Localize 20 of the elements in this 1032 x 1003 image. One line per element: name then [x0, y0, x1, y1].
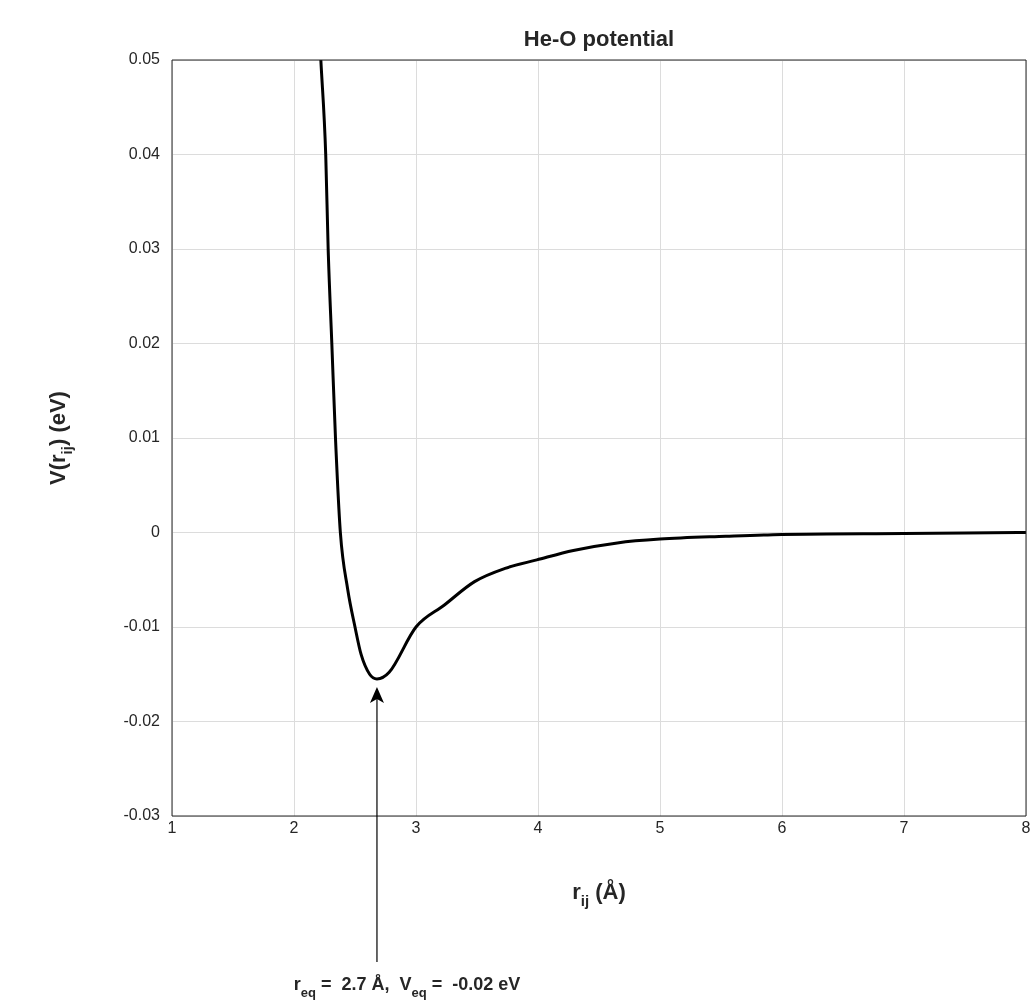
- y-tick-label: -0.03: [123, 806, 161, 824]
- x-tick-label: 5: [655, 819, 665, 837]
- y-tick-label: 0.02: [128, 333, 161, 351]
- y-tick-label: 0.01: [128, 428, 161, 446]
- x-tick-label: 4: [533, 819, 543, 837]
- x-tick-label: 2: [289, 819, 299, 837]
- line-series: [319, 60, 1026, 681]
- y-axis-title: V(rij) (eV): [44, 391, 76, 485]
- x-tick-label: 6: [777, 819, 787, 837]
- x-tick-label: 7: [899, 819, 909, 837]
- chart-title: He-O potential: [523, 25, 675, 51]
- y-tick-label: -0.01: [123, 617, 161, 635]
- y-tick-label: 0.03: [128, 239, 161, 257]
- y-tick-label: 0.05: [128, 50, 161, 68]
- y-tick-label: 0: [151, 522, 161, 540]
- x-tick-label: 8: [1021, 819, 1031, 837]
- x-tick-label: 1: [167, 819, 177, 837]
- x-tick-label: 3: [411, 819, 421, 837]
- y-tick-label: -0.02: [123, 711, 161, 729]
- y-tick-label: 0.04: [128, 144, 161, 162]
